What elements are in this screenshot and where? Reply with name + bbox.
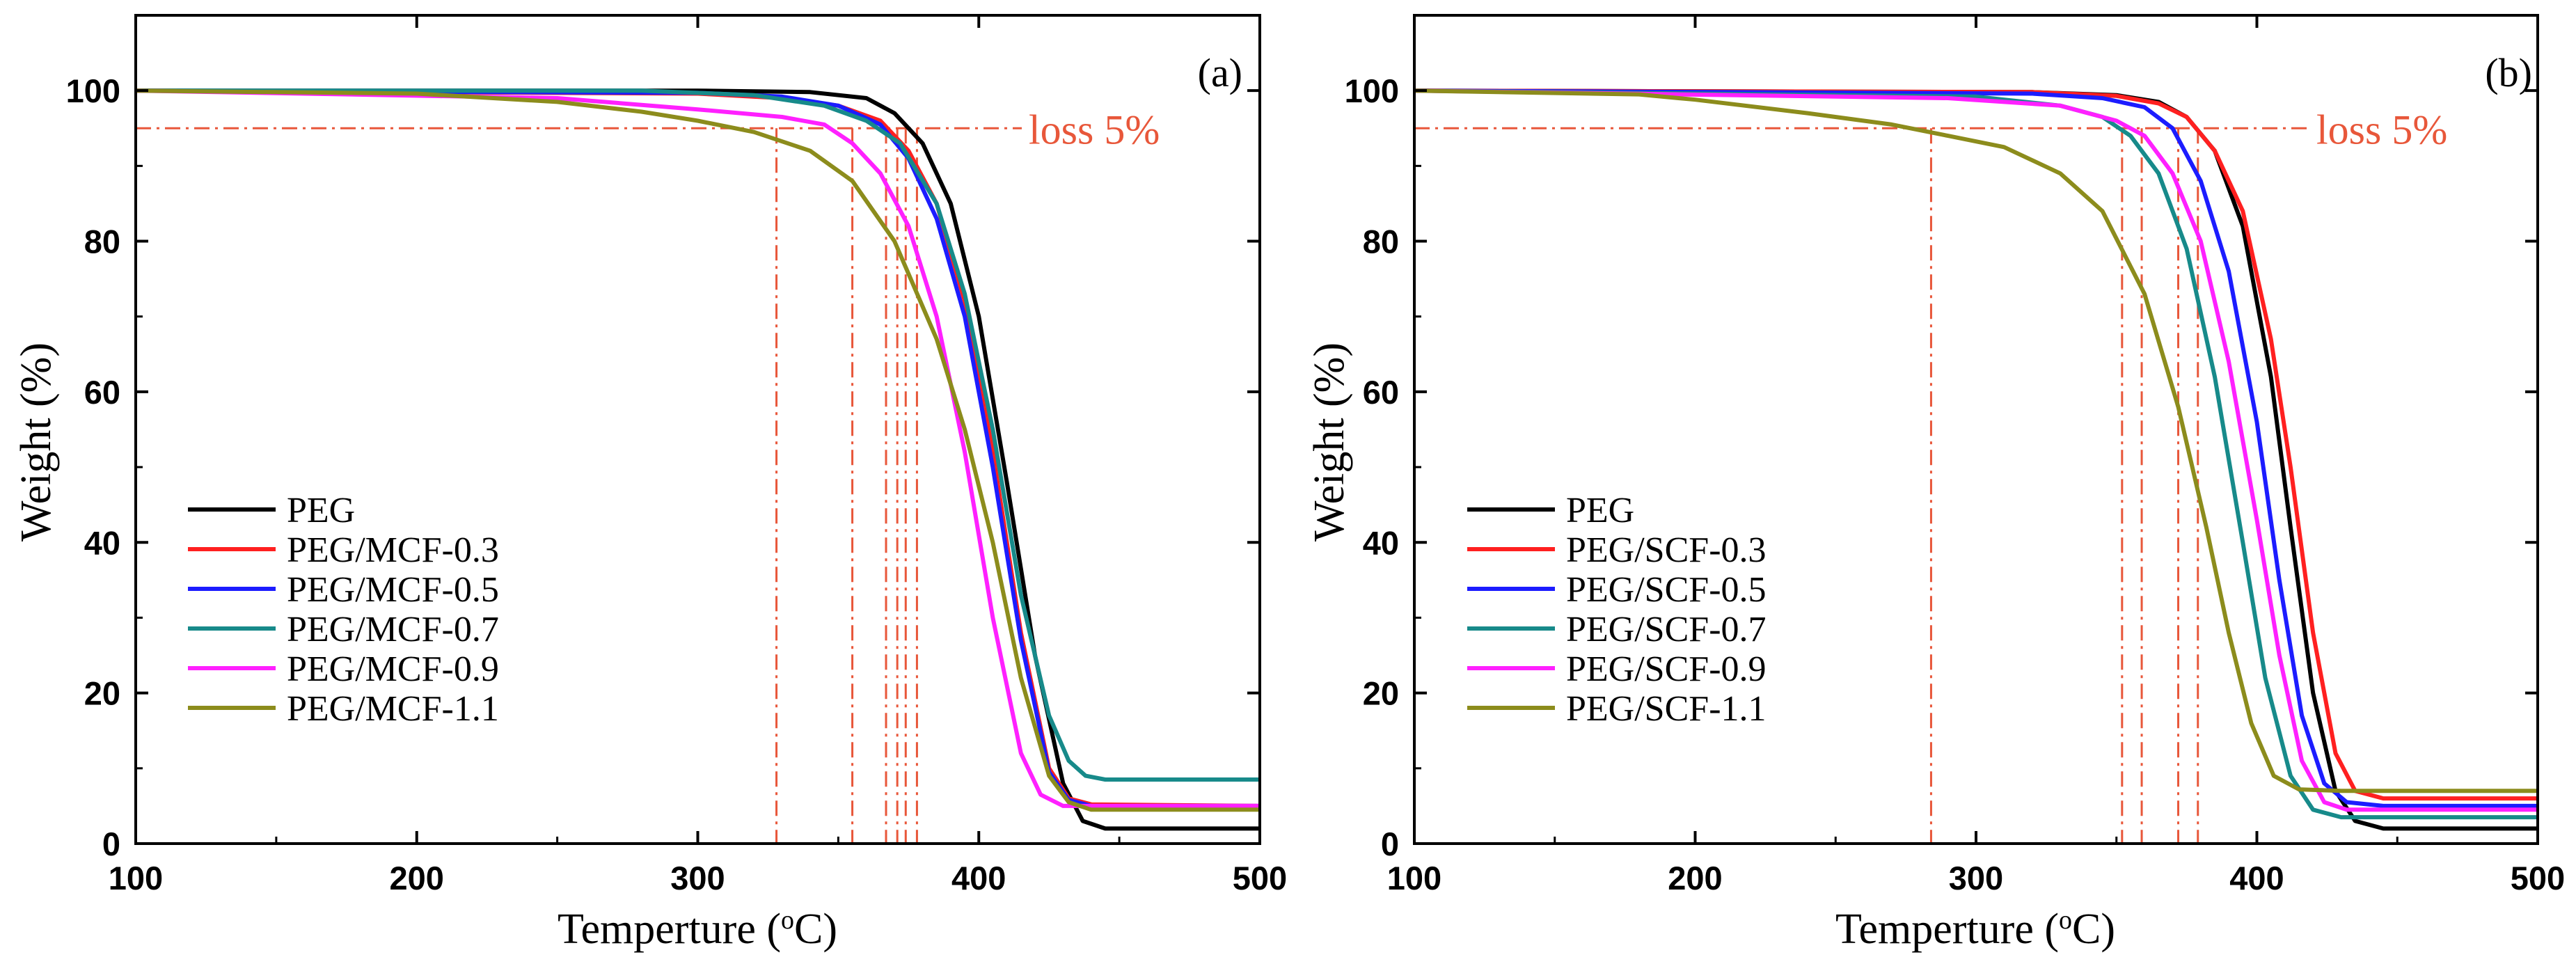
- panel-a-y-tick-label-5: 100: [66, 72, 120, 109]
- panel-b-series-line-4: [1414, 88, 2538, 812]
- panel-a-legend-label-1: PEG/MCF-0.3: [287, 530, 499, 570]
- panel-b-x-tick-label-0: 100: [1387, 860, 1441, 896]
- panel-b-loss-label: loss 5%: [2316, 106, 2447, 152]
- panel-a-y-tick-label-3: 60: [84, 374, 120, 411]
- panel-a-y-tick-label-1: 20: [84, 675, 120, 712]
- panel-a-x-tick-label-0: 100: [109, 860, 163, 896]
- panel-b-legend-label-5: PEG/SCF-1.1: [1566, 689, 1767, 729]
- panel-b-legend-label-0: PEG: [1566, 491, 1634, 530]
- panel-b-series-line-1: [1414, 88, 2538, 801]
- panel-b-legend-label-2: PEG/SCF-0.5: [1566, 570, 1767, 610]
- panel-b-y-tick-label-4: 80: [1363, 223, 1399, 260]
- panel-b-legend-label-4: PEG/SCF-0.9: [1566, 649, 1767, 689]
- panel-b-x-axis-title: Temperture (oC): [1835, 906, 2115, 953]
- panel-a-y-tick-label-0: 0: [102, 825, 120, 862]
- panel-b-legend-label-1: PEG/SCF-0.3: [1566, 530, 1767, 570]
- panel-a-x-axis-title-sup: o: [781, 906, 794, 935]
- panel-b-x-tick-label-1: 200: [1668, 860, 1722, 896]
- panel-a-loss-label: loss 5%: [1029, 106, 1160, 152]
- panel-b-y-tick-label-1: 20: [1363, 675, 1399, 712]
- panel-b-x-tick-label-2: 300: [1949, 860, 2003, 896]
- panel-b: loss 5%100 200 300 400 500020406080100PEGPEG…: [1306, 14, 2565, 953]
- panel-b-x-axis-title-end: C): [2072, 906, 2115, 953]
- panel-b-y-tick-label-3: 60: [1363, 374, 1399, 411]
- panel-a-series-line-3: [136, 88, 1260, 782]
- panel-a-legend-label-3: PEG/MCF-0.7: [287, 610, 499, 649]
- panel-b-legend-label-3: PEG/SCF-0.7: [1566, 610, 1767, 649]
- panel-a-legend-label-4: PEG/MCF-0.9: [287, 649, 499, 689]
- panel-b-x-tick-label-3: 400: [2229, 860, 2284, 896]
- panel-a-series-line-4: [136, 88, 1260, 808]
- panel-a-x-tick-label-4: 500: [1233, 860, 1287, 896]
- panel-a-legend-label-5: PEG/MCF-1.1: [287, 689, 499, 729]
- panel-b-curves: [1414, 88, 2538, 831]
- panel-a-label: (a): [1198, 50, 1242, 95]
- panel-a-y-tick-label-2: 40: [84, 524, 120, 561]
- panel-b-y-tick-label-0: 0: [1381, 825, 1399, 862]
- panel-a-y-axis-title: Weight (%): [13, 342, 60, 542]
- panel-a-x-axis-title-end: C): [794, 906, 837, 953]
- panel-a-legend-label-2: PEG/MCF-0.5: [287, 570, 499, 610]
- panel-a-series-line-5: [136, 88, 1260, 812]
- panel-a-x-tick-label-3: 400: [951, 860, 1006, 896]
- panel-b-x-axis-title-sup: o: [2059, 906, 2072, 935]
- panel-b-x-tick-label-4: 500: [2511, 860, 2565, 896]
- panel-a: loss 5%100 200 300 400 500020406080100PEGPEG…: [13, 14, 1287, 953]
- panel-a-curves: [136, 88, 1260, 831]
- panel-a-series-line-0: [136, 88, 1260, 831]
- panel-a-x-axis-title-main: Temperture (: [558, 906, 781, 953]
- panel-b-series-line-5: [1414, 88, 2538, 793]
- panel-b-series-line-2: [1414, 88, 2538, 808]
- panel-a-x-axis-title: Temperture (oC): [558, 906, 837, 953]
- panel-b-label: (b): [2485, 50, 2532, 95]
- panel-b-plot-area: loss 5%100 200 300 400 500020406080100PEGPEG…: [1345, 14, 2565, 896]
- panel-b-y-axis-title: Weight (%): [1306, 342, 1353, 542]
- panel-a-legend-label-0: PEG: [287, 491, 355, 530]
- panel-a-x-tick-label-1: 200: [390, 860, 444, 896]
- panel-a-y-tick-label-4: 80: [84, 223, 120, 260]
- panel-a-x-tick-label-2: 300: [670, 860, 725, 896]
- panel-a-plot-area: loss 5%100 200 300 400 500020406080100PEGPEG…: [66, 14, 1287, 896]
- panel-b-x-axis-title-main: Temperture (: [1835, 906, 2059, 953]
- panel-b-y-tick-label-2: 40: [1363, 524, 1399, 561]
- panel-b-y-tick-label-5: 100: [1345, 72, 1399, 109]
